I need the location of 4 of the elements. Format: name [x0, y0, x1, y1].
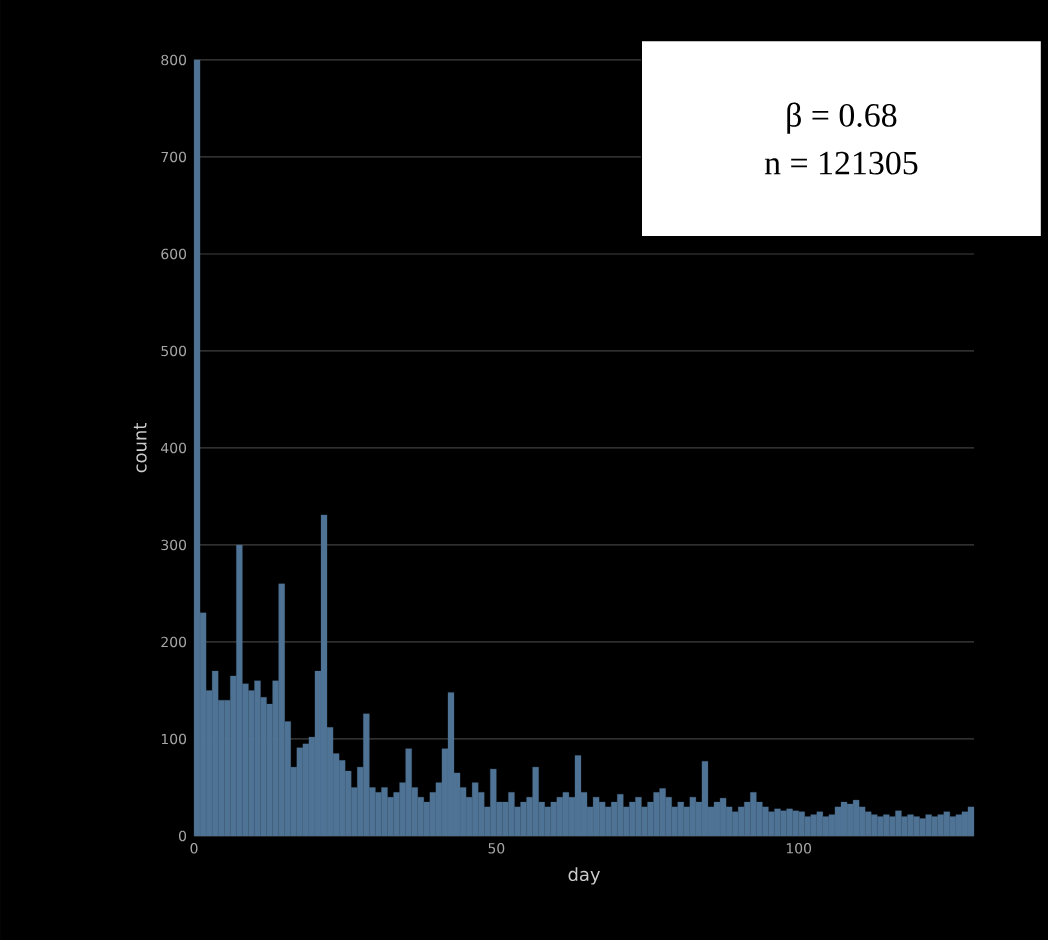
annotation: β = 0.68: [787, 102, 897, 134]
x-axis-title: day: [568, 867, 600, 885]
y-axis-title: count: [133, 423, 147, 473]
annotation: n = 121305: [764, 151, 918, 175]
